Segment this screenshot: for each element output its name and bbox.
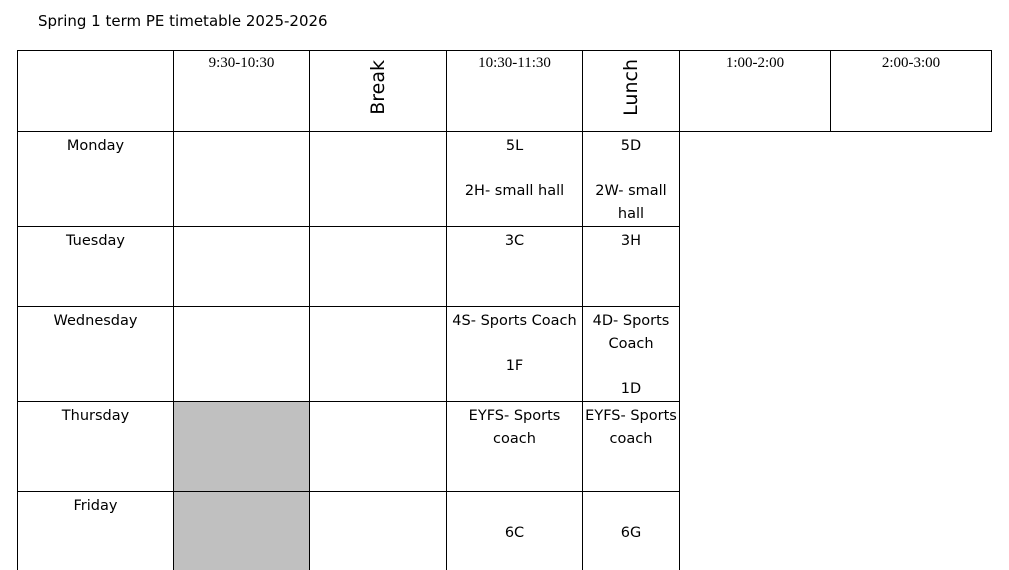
row: Friday 6C 6G xyxy=(17,491,992,570)
lesson-text: 4S- Sports Coach xyxy=(452,313,577,329)
row: Thursday EYFS- Sports coach EYFS- Sports c… xyxy=(17,401,992,492)
lesson-cell xyxy=(173,131,310,227)
spacer xyxy=(449,158,580,180)
spacer xyxy=(585,158,677,180)
spacer xyxy=(585,356,677,378)
lesson-text: 1F xyxy=(505,358,524,374)
lesson-cell: 3H xyxy=(582,226,680,307)
lunch-label: Lunch xyxy=(619,58,642,116)
lesson-text: EYFS- Sports coach xyxy=(585,408,677,447)
lesson-cell: 5D 2W- small hall xyxy=(582,131,680,227)
lesson-cell: EYFS- Sports coach xyxy=(582,401,680,492)
lesson-cell: 6G xyxy=(582,491,680,570)
title: Spring 1 term PE timetable 2025-2026 xyxy=(38,12,328,30)
day-cell: Monday xyxy=(17,131,174,227)
day-cell: Friday xyxy=(17,491,174,570)
lesson-cell xyxy=(173,401,310,492)
lesson-cell xyxy=(173,491,310,570)
lesson-cell xyxy=(309,306,447,402)
lesson-text: 5D xyxy=(620,138,642,154)
break-cell: Break xyxy=(309,50,447,132)
lesson-cell: 3C xyxy=(446,226,583,307)
row: Wednesday 4S- Sports Coach 1F 4D- Sports Co… xyxy=(17,306,992,402)
lesson-cell xyxy=(309,491,447,570)
timetable: 9:30-10:30 Break 10:30-11:30 Lunch 1:00-… xyxy=(17,50,992,570)
lesson-text: EYFS- Sports coach xyxy=(468,408,561,447)
lesson-cell: 5L 2H- small hall xyxy=(446,131,583,227)
lesson-cell xyxy=(309,131,447,227)
day-cell: Thursday xyxy=(17,401,174,492)
lesson-text: 5L xyxy=(505,138,524,154)
lesson-cell: 4D- Sports Coach 1D xyxy=(582,306,680,402)
corner-cell xyxy=(17,50,174,132)
time-header: 9:30-10:30 xyxy=(173,50,310,132)
lesson-text: 2H- small hall xyxy=(464,183,565,199)
lesson-text: 3C xyxy=(504,233,525,249)
time-header: 1:00-2:00 xyxy=(679,50,831,132)
row: Tuesday 3C 3H xyxy=(17,226,992,307)
lesson-text: 6C xyxy=(504,525,525,541)
lesson-cell xyxy=(309,226,447,307)
break-label: Break xyxy=(366,59,389,115)
lesson-text: 6G xyxy=(620,525,642,541)
lesson-text: 3H xyxy=(620,233,642,249)
lesson-cell: 6C xyxy=(446,491,583,570)
lesson-text: 4D- Sports Coach xyxy=(592,313,670,352)
lesson-cell: 4S- Sports Coach 1F xyxy=(446,306,583,402)
lesson-cell xyxy=(173,226,310,307)
day-cell: Wednesday xyxy=(17,306,174,402)
lunch-cell: Lunch xyxy=(582,50,680,132)
time-header: 2:00-3:00 xyxy=(830,50,992,132)
lesson-text: 2W- small hall xyxy=(595,183,667,222)
day-cell: Tuesday xyxy=(17,226,174,307)
lesson-text: 1D xyxy=(620,381,642,397)
spacer xyxy=(449,333,580,355)
lesson-cell xyxy=(309,401,447,492)
time-header: 10:30-11:30 xyxy=(446,50,583,132)
lesson-cell xyxy=(173,306,310,402)
lesson-cell: EYFS- Sports coach xyxy=(446,401,583,492)
row: Monday 5L 2H- small hall 5D 2W- small hall xyxy=(17,131,992,227)
